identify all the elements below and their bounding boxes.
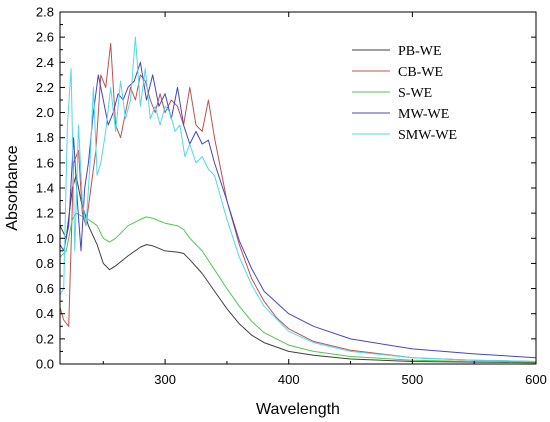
series-line-s-we <box>59 212 537 363</box>
series-layer <box>59 36 537 364</box>
legend-label-mw-we: MW-WE <box>398 107 449 122</box>
legend-label-pb-we: PB-WE <box>398 44 442 59</box>
legend-label-s-we: S-WE <box>398 86 432 101</box>
x-axis-title: Wavelength <box>256 401 340 418</box>
y-axis-title: Absorbance <box>4 145 21 230</box>
y-tick-label: 1.8 <box>36 130 54 145</box>
y-tick-label: 0.8 <box>36 256 54 271</box>
x-tick-label: 500 <box>402 372 424 387</box>
series-line-cb-we <box>59 42 537 362</box>
y-tick-label: 2.2 <box>36 80 54 95</box>
y-tick-label: 2.0 <box>36 105 54 120</box>
series-line-mw-we <box>59 61 537 359</box>
x-tick-label: 400 <box>278 372 300 387</box>
series-line-smw-we <box>59 36 537 362</box>
y-tick-label: 0.6 <box>36 281 54 296</box>
legend: PB-WE CB-WE S-WE MW-WE SMW-WE <box>352 44 457 143</box>
x-tick-label: 600 <box>525 372 547 387</box>
y-tick-label: 2.4 <box>36 55 54 70</box>
y-tick-label: 1.0 <box>36 231 54 246</box>
y-tick-label: 0.4 <box>36 306 54 321</box>
y-tick-label: 1.2 <box>36 206 54 221</box>
legend-label-smw-we: SMW-WE <box>398 128 457 143</box>
y-tick-label: 2.6 <box>36 30 54 45</box>
series-line-pb-we <box>59 174 537 364</box>
y-tick-label: 1.6 <box>36 155 54 170</box>
x-tick-label: 300 <box>154 372 176 387</box>
legend-label-cb-we: CB-WE <box>398 65 443 80</box>
y-tick-label: 2.8 <box>36 5 54 20</box>
y-tick-label: 0.0 <box>36 357 54 372</box>
y-tick-label: 1.4 <box>36 181 54 196</box>
plot-frame <box>59 11 537 365</box>
y-tick-label: 0.2 <box>36 331 54 346</box>
axes-layer: 0.0 0.2 0.4 0.6 0.8 1.0 1.2 1.4 1.6 1.8 2.0 2.2 2.4 2… <box>36 5 547 388</box>
